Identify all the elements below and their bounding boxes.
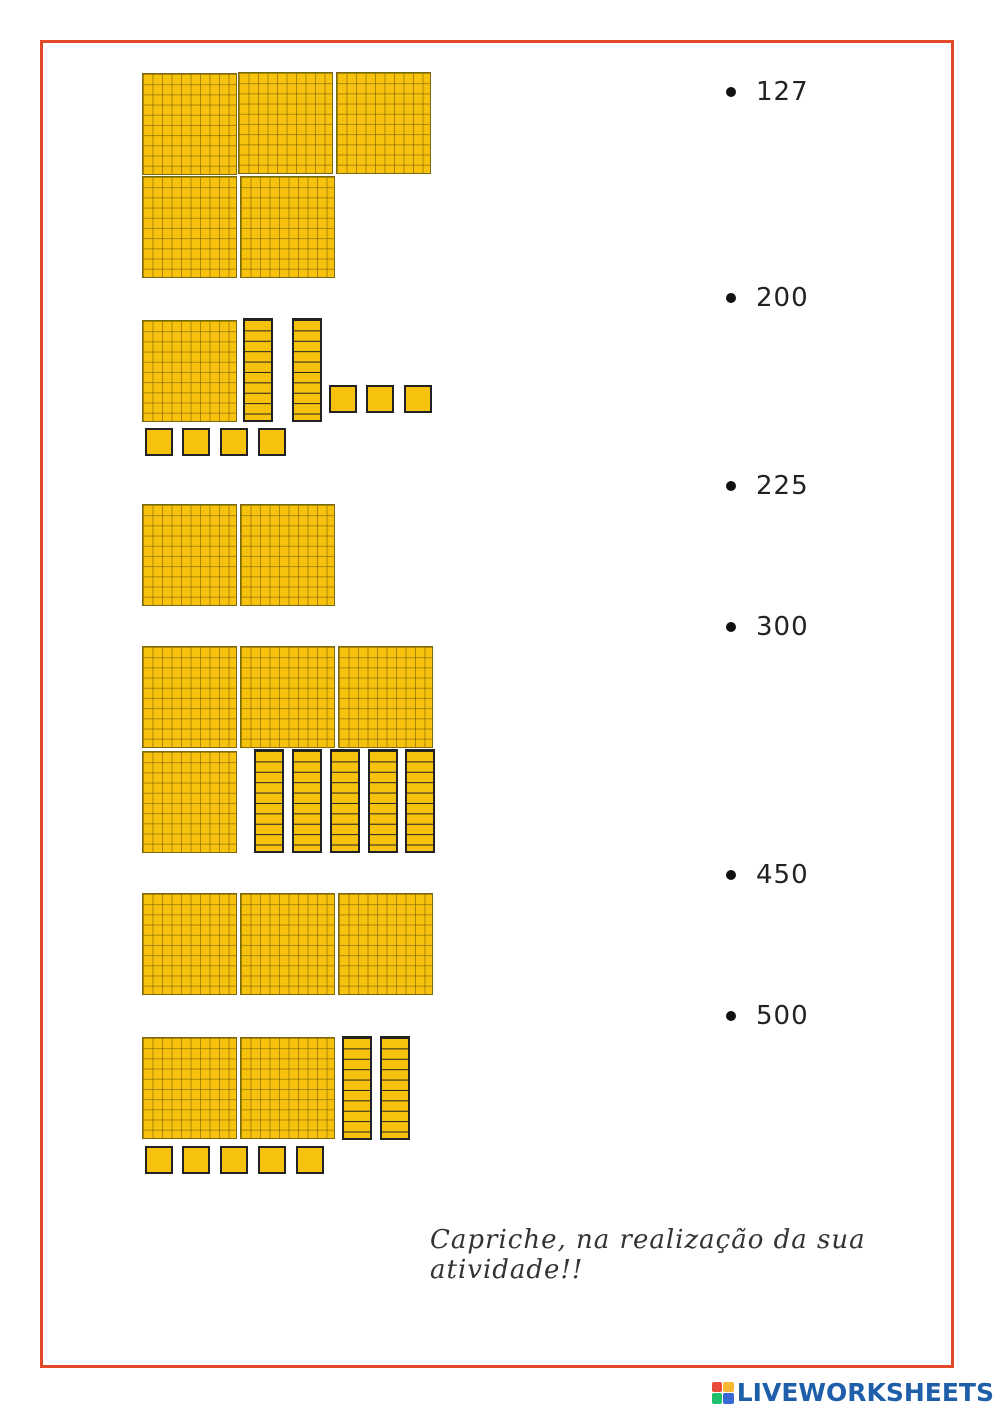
one-cube	[182, 428, 210, 456]
hundred-block	[338, 646, 433, 748]
liveworksheets-logo-icon	[711, 1381, 734, 1404]
number-label: 500	[756, 1001, 809, 1031]
number-option-5[interactable]: 450	[726, 860, 809, 890]
one-cube	[220, 428, 248, 456]
worksheet-frame	[40, 40, 954, 1368]
ten-rod	[380, 1036, 410, 1140]
hundred-block	[142, 73, 237, 175]
one-cube	[366, 385, 394, 413]
number-label: 450	[756, 860, 809, 890]
bullet-dot[interactable]	[726, 481, 736, 491]
ten-rod	[254, 749, 284, 853]
number-option-1[interactable]: 127	[726, 77, 809, 107]
ten-rod	[292, 318, 322, 422]
one-cube	[182, 1146, 210, 1174]
hundred-block	[336, 72, 431, 174]
number-option-2[interactable]: 200	[726, 283, 809, 313]
one-cube	[329, 385, 357, 413]
hundred-block	[238, 72, 333, 174]
one-cube	[258, 428, 286, 456]
hundred-block	[142, 893, 237, 995]
hundred-block	[142, 751, 237, 853]
number-option-6[interactable]: 500	[726, 1001, 809, 1031]
number-option-4[interactable]: 300	[726, 612, 809, 642]
one-cube	[145, 1146, 173, 1174]
hundred-block	[142, 504, 237, 606]
one-cube	[220, 1146, 248, 1174]
bullet-dot[interactable]	[726, 870, 736, 880]
ten-rod	[330, 749, 360, 853]
brand-name: LIVEWORKSHEETS	[736, 1378, 994, 1407]
number-label: 225	[756, 471, 809, 501]
ten-rod	[292, 749, 322, 853]
number-label: 300	[756, 612, 809, 642]
number-label: 127	[756, 77, 809, 107]
hundred-block	[240, 176, 335, 278]
hundred-block	[338, 893, 433, 995]
one-cube	[404, 385, 432, 413]
hundred-block	[142, 1037, 237, 1139]
ten-rod	[243, 318, 273, 422]
one-cube	[145, 428, 173, 456]
number-option-3[interactable]: 225	[726, 471, 809, 501]
encouragement-note: Capriche, na realização da sua atividade…	[430, 1225, 866, 1285]
bullet-dot[interactable]	[726, 293, 736, 303]
bullet-dot[interactable]	[726, 622, 736, 632]
hundred-block	[240, 893, 335, 995]
ten-rod	[368, 749, 398, 853]
liveworksheets-brand: LIVEWORKSHEETS	[711, 1378, 994, 1407]
number-label: 200	[756, 283, 809, 313]
hundred-block	[240, 646, 335, 748]
ten-rod	[342, 1036, 372, 1140]
ten-rod	[405, 749, 435, 853]
hundred-block	[142, 646, 237, 748]
bullet-dot[interactable]	[726, 1011, 736, 1021]
hundred-block	[142, 176, 237, 278]
hundred-block	[240, 1037, 335, 1139]
bullet-dot[interactable]	[726, 87, 736, 97]
hundred-block	[240, 504, 335, 606]
one-cube	[258, 1146, 286, 1174]
hundred-block	[142, 320, 237, 422]
one-cube	[296, 1146, 324, 1174]
